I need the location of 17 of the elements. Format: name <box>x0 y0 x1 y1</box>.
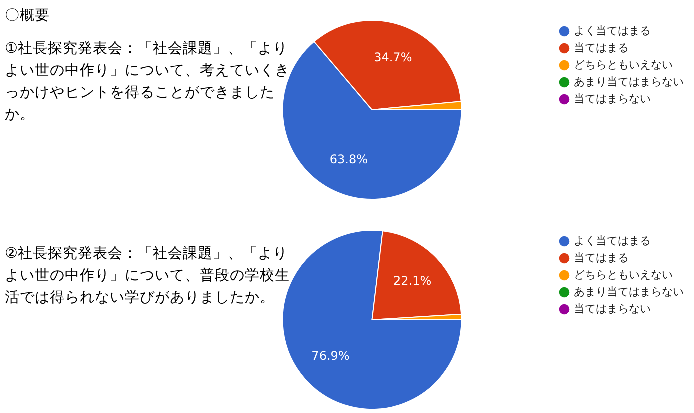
data-label: 76.9% <box>312 348 350 363</box>
data-label: 22.1% <box>394 274 432 288</box>
legend-label: どちらともいえない <box>574 58 673 72</box>
text: ②社長探究発表会：「社会課題」、「よりよい世の中作り」について、普段の学校生活では得られない学びがありましたか。 <box>5 245 290 308</box>
data-label: 63.8% <box>330 152 368 166</box>
legend-label: 当てはまる <box>574 41 629 54</box>
legend-label: あまり当てはまらない <box>574 285 684 298</box>
legend-label: あまり当てはまらない <box>574 75 684 88</box>
legend-label: 当てはまらない <box>574 92 651 106</box>
legend-label: 当てはまらない <box>574 302 651 316</box>
legend-label: 当てはまる <box>574 251 629 264</box>
legend-label: よく当てはまる <box>574 24 651 38</box>
data-label: 34.7% <box>374 50 412 65</box>
text: ①社長探究発表会：「社会課題」、「よりよい世の中作り」について、考えていくきっかけやヒントを得ることができましたか。 <box>5 40 290 125</box>
legend-label: どちらともいえない <box>574 268 673 282</box>
text: 〇概要 <box>5 7 50 25</box>
legend-label: よく当てはまる <box>574 234 651 248</box>
